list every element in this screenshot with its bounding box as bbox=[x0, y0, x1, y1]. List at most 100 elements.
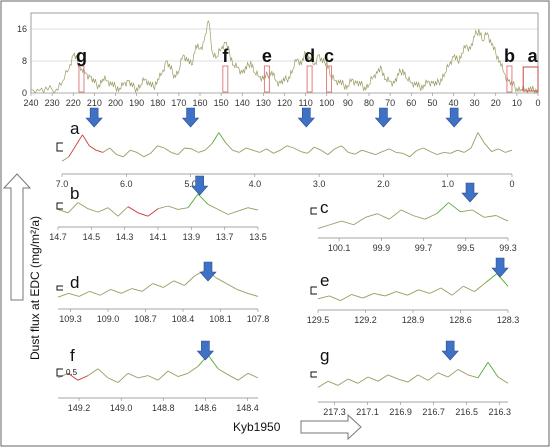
overview-x-tick-label: 10 bbox=[512, 98, 522, 108]
overview-x-tick-label: 90 bbox=[343, 98, 353, 108]
panel-a-series-segment bbox=[245, 147, 254, 151]
overview-x-tick-label: 240 bbox=[23, 98, 38, 108]
panel-b-series-segment bbox=[237, 207, 249, 212]
segment-box-f bbox=[222, 65, 229, 93]
segment-box-g bbox=[78, 65, 85, 93]
panel-f-x-tick-label: 148.4 bbox=[236, 403, 259, 413]
panel-a-series-segment bbox=[464, 147, 472, 153]
overview-x-tick-label: 80 bbox=[364, 98, 374, 108]
panel-b-label: b bbox=[70, 184, 79, 203]
panel-g-label: g bbox=[320, 346, 329, 365]
panel-e-scale-bracket bbox=[310, 286, 317, 295]
panel-b-series-segment bbox=[157, 205, 169, 210]
panel-f-series-segment bbox=[117, 372, 129, 383]
panel-e-series-segment bbox=[418, 289, 430, 294]
panel-e: 129.5 129.2 128.9 128.6 128.3 e bbox=[307, 257, 519, 325]
panel-b-series-segment bbox=[77, 202, 89, 210]
panel-c-label: c bbox=[320, 198, 329, 217]
panel-c-series-segment bbox=[472, 209, 485, 218]
panel-a-series-segment bbox=[450, 149, 458, 154]
panel-g-series-segment bbox=[467, 374, 479, 379]
panel-e-label: e bbox=[320, 271, 329, 290]
panel-f-series-segment bbox=[247, 372, 259, 379]
panel-g-series-segment bbox=[487, 362, 499, 378]
panel-a-series-segment bbox=[429, 151, 438, 156]
overview-x-tick-label: 70 bbox=[385, 98, 395, 108]
panel-b-series-segment bbox=[97, 207, 109, 213]
panel-b-x-tick-label: 13.5 bbox=[249, 232, 267, 242]
segment-label-a: a bbox=[528, 46, 539, 66]
panel-b-series-segment bbox=[147, 208, 159, 217]
panel-a-series-segment bbox=[470, 132, 479, 149]
panel-b-series-segment bbox=[227, 210, 239, 215]
panel-g-x-tick-label: 216.5 bbox=[455, 407, 478, 417]
panel-b-series-segment bbox=[187, 193, 199, 208]
panel-c-series-segment bbox=[388, 209, 402, 220]
panel-g-series-segment bbox=[427, 372, 439, 381]
panel-g-series-segment bbox=[347, 378, 359, 384]
panel-f-series-segment bbox=[97, 368, 109, 379]
panel-a-series-segment bbox=[286, 145, 294, 149]
panel-e-series-segment bbox=[317, 295, 330, 300]
panel-a-series-segment bbox=[170, 151, 179, 156]
overview-x-tick-label: 20 bbox=[491, 98, 501, 108]
panel-d-series-segment bbox=[215, 277, 227, 284]
panel-d-series-segment bbox=[163, 280, 175, 288]
x-axis-label: Kyb1950 bbox=[233, 420, 281, 434]
panel-d-series-segment bbox=[78, 290, 90, 297]
panel-a-series-segment bbox=[157, 145, 165, 149]
panel-a-series-segment bbox=[273, 149, 281, 154]
panel-e-arrow-icon bbox=[491, 257, 509, 278]
panel-a-series-segment bbox=[314, 146, 322, 151]
panel-b-x-tick-label: 14.7 bbox=[49, 232, 67, 242]
panel-g-series-segment bbox=[477, 362, 489, 379]
panel-a-series-segment bbox=[82, 134, 90, 147]
segment-label-c: c bbox=[324, 46, 334, 66]
panel-a-series-segment bbox=[477, 132, 486, 144]
panel-c-series-segment bbox=[436, 202, 449, 214]
panel-a-series-segment bbox=[191, 148, 199, 153]
panel-a-arrow-icon bbox=[297, 107, 315, 128]
segment-box-e bbox=[263, 65, 270, 93]
panel-f-x-tick-label: 148.6 bbox=[194, 403, 217, 413]
panel-f: 149.2 149.0 148.8 148.6 148.4 0.5 f bbox=[56, 340, 259, 413]
panel-a-series-segment bbox=[484, 143, 492, 152]
panel-f-series-segment bbox=[217, 368, 229, 376]
panel-a-series-segment bbox=[252, 149, 260, 153]
panel-a-series-segment bbox=[279, 145, 288, 151]
panel-a-series-segment bbox=[505, 149, 513, 153]
panel-a-series-segment bbox=[443, 151, 451, 154]
panel-a-series-segment bbox=[266, 148, 274, 154]
overview-x-tick-label: 110 bbox=[298, 98, 312, 108]
panel-a-series-segment bbox=[368, 151, 376, 156]
panel-a-series-segment bbox=[116, 154, 124, 158]
panel-a-series-segment bbox=[382, 148, 390, 152]
panel-e-series-segment bbox=[451, 285, 464, 296]
panel-g-x-tick-label: 216.3 bbox=[488, 407, 511, 417]
panel-a-series-segment bbox=[409, 150, 417, 158]
panel-d-label: d bbox=[70, 273, 79, 292]
panel-a-series-segment bbox=[150, 145, 158, 154]
panel-d-series-segment bbox=[99, 289, 111, 296]
panel-b-series-segment bbox=[177, 207, 189, 210]
overview-x-tick-label: 40 bbox=[448, 98, 458, 108]
panel-a-series-segment bbox=[320, 149, 329, 155]
overview-x-tick-label: 0 bbox=[535, 98, 540, 108]
panel-f-arrow-icon bbox=[196, 340, 215, 361]
overview-x-ticks: 240 230 220 210 200 190 180 170 160 150 140 130 120 1… bbox=[23, 93, 541, 108]
panel-d-series-segment bbox=[141, 283, 154, 292]
panel-g-x-tick-label: 216.9 bbox=[389, 407, 412, 417]
panel-a-series-segment bbox=[348, 151, 356, 155]
up-arrow-icon bbox=[2, 173, 32, 301]
panel-g-series-segment bbox=[367, 376, 379, 382]
panel-b-series-segment bbox=[67, 202, 79, 214]
panel-b-series-segment bbox=[197, 193, 209, 205]
overview-segment-boxes bbox=[78, 65, 539, 93]
right-arrow-icon bbox=[300, 413, 362, 441]
panel-c-series-segment bbox=[377, 213, 390, 220]
panel-d-x-tick-label: 107.8 bbox=[247, 314, 270, 324]
panel-c-x-tick-label: 99.7 bbox=[415, 243, 433, 253]
panel-d-series-segment bbox=[57, 292, 69, 298]
segment-box-a bbox=[522, 66, 539, 92]
